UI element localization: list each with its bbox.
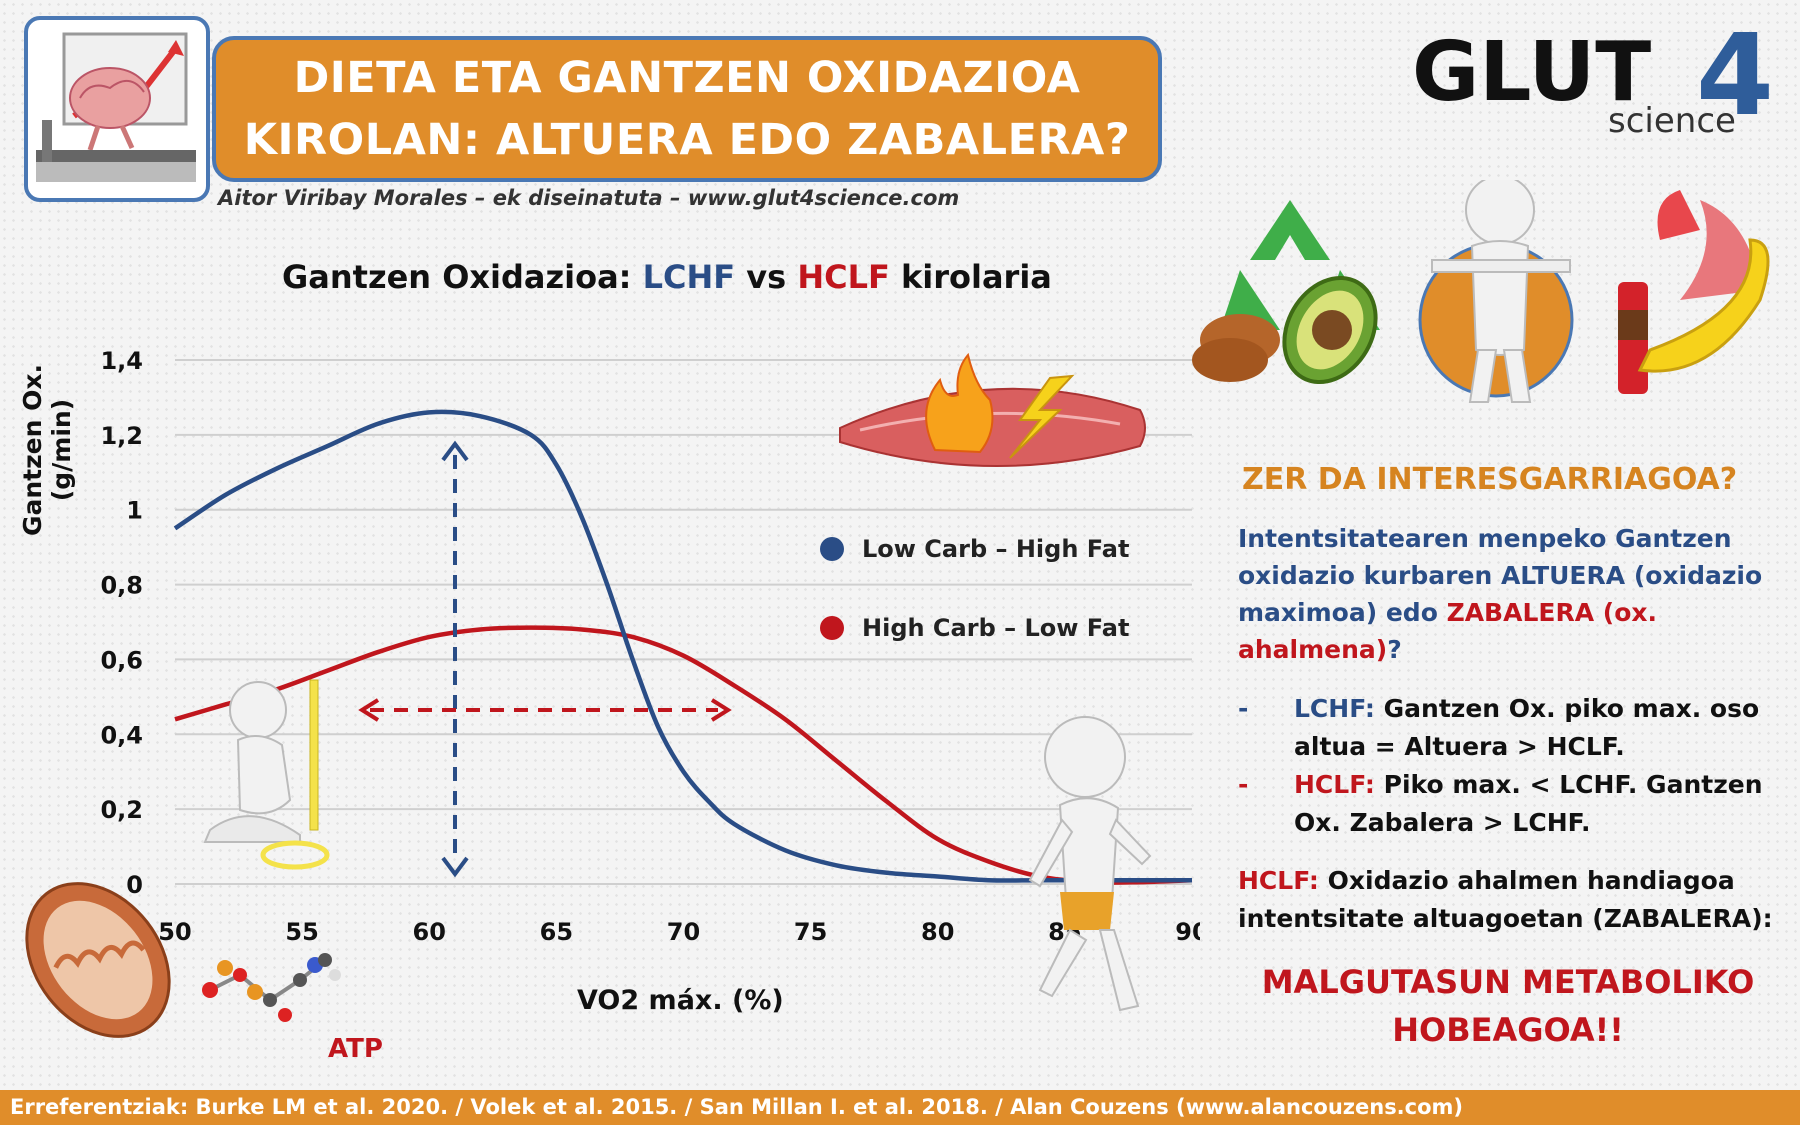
bullet-hclf-body: Piko max. < LCHF. Gantzen Ox. Zabalera >… <box>1294 770 1763 837</box>
bullet-lchf: - LCHF: Gantzen Ox. piko max. oso altua … <box>1238 690 1794 766</box>
height-arrow-head-up <box>441 440 469 462</box>
sports-drink-banana-icon <box>1618 190 1770 394</box>
header-illustration <box>24 16 210 202</box>
right-question-heading: ZER DA INTERESGARRIAGOA? <box>1242 462 1738 497</box>
y-tick-label: 0,6 <box>100 646 143 674</box>
fat-oxidation-chart: 00,20,40,60,811,21,4505560657075808590 <box>25 347 1200 1038</box>
conclusion-line-1: MALGUTASUN METABOLIKO <box>1261 963 1755 1001</box>
bullet-dash-hclf: - <box>1238 770 1249 799</box>
title-line-2: KIROLAN: ALTUERA EDO ZABALERA? <box>243 115 1131 165</box>
body-blue-1: Intentsitatearen menpeko Gantzen oxidazi… <box>1238 524 1763 627</box>
y-tick-label: 0 <box>126 871 143 899</box>
hclf-note: HCLF: Oxidazio ahalmen handiagoa intents… <box>1238 862 1794 938</box>
atp-label: ATP <box>328 1034 383 1064</box>
y-tick-label: 1 <box>126 497 143 525</box>
chart-title-lchf: LCHF <box>642 258 736 296</box>
glut4science-logo: GLUT 4 science <box>1408 11 1788 142</box>
atp-molecule-icon <box>202 953 341 1022</box>
y-tick-label: 1,2 <box>100 422 143 450</box>
title-banner: DIETA ETA GANTZEN OXIDAZIOA KIROLAN: ALT… <box>212 36 1162 182</box>
conclusion: MALGUTASUN METABOLIKO HOBEAGOA!! <box>1238 958 1778 1054</box>
logo-number: 4 <box>1696 22 1774 141</box>
height-arrow-head-down <box>441 856 469 878</box>
body-blue-2: ? <box>1387 635 1402 664</box>
x-tick-label: 70 <box>667 918 700 946</box>
measuring-figure-icon <box>203 679 330 870</box>
bullet-lchf-body: Gantzen Ox. piko max. oso altua = Altuer… <box>1294 694 1760 761</box>
legend-hclf-label: High Carb – Low Fat <box>862 614 1130 642</box>
right-illustrations <box>1192 180 1770 403</box>
bullet-lchf-label: LCHF: <box>1294 694 1375 723</box>
title-line-1: DIETA ETA GANTZEN OXIDAZIOA <box>293 53 1081 103</box>
bullet-hclf-label: HCLF: <box>1294 770 1375 799</box>
runner-figure-icon <box>1028 716 1152 1012</box>
logo-subtext: science <box>1608 101 1736 141</box>
chart-title: Gantzen Oxidazioa: LCHF vs HCLF kirolari… <box>282 258 1052 296</box>
x-axis-label: VO2 máx. (%) <box>577 985 784 1016</box>
chart-title-hclf: HCLF <box>797 258 890 296</box>
comparison-bullets: - LCHF: Gantzen Ox. piko max. oso altua … <box>1238 690 1794 842</box>
legend-lchf-label: Low Carb – High Fat <box>862 535 1130 563</box>
x-tick-label: 65 <box>540 918 573 946</box>
bullet-hclf-text: HCLF: Piko max. < LCHF. Gantzen Ox. Zaba… <box>1294 766 1794 842</box>
series-line-hclf <box>174 625 1193 885</box>
chart-title-vs: vs <box>735 258 798 296</box>
right-question-body: Intentsitatearen menpeko Gantzen oxidazi… <box>1238 520 1788 668</box>
chart-title-suffix: kirolaria <box>889 258 1052 296</box>
y-tick-label: 0,4 <box>100 721 143 749</box>
hclf-note-label: HCLF: <box>1238 866 1319 895</box>
references-footer: Erreferentziak: Burke LM et al. 2020. / … <box>0 1090 1800 1125</box>
width-arrow-head-right <box>710 698 732 722</box>
series-line-lchf <box>173 409 1192 883</box>
bullet-hclf: - HCLF: Piko max. < LCHF. Gantzen Ox. Za… <box>1238 766 1794 842</box>
legend-lchf-marker <box>820 537 844 561</box>
x-tick-label: 75 <box>794 918 827 946</box>
bullet-dash-lchf: - <box>1238 694 1249 723</box>
mitochondria-icon <box>25 882 171 1038</box>
y-tick-label: 1,4 <box>100 347 143 375</box>
x-tick-label: 55 <box>285 918 318 946</box>
x-tick-label: 60 <box>413 918 446 946</box>
logo-main-text: GLUT <box>1412 25 1651 120</box>
arrows-layer <box>358 440 732 878</box>
width-arrow-head-left <box>358 698 380 722</box>
x-tick-label: 80 <box>921 918 954 946</box>
byline: Aitor Viribay Morales – ek diseinatuta –… <box>218 186 960 210</box>
bullet-lchf-text: LCHF: Gantzen Ox. piko max. oso altua = … <box>1294 690 1794 766</box>
series-layer <box>173 409 1193 885</box>
y-axis-label: Gantzen Ox. (g/min) <box>18 363 76 537</box>
legend-item-lchf: Low Carb – High Fat <box>820 535 1129 563</box>
body-red: ZABALERA (ox. ahalmena) <box>1238 598 1657 664</box>
treadmill-brain-icon <box>36 32 196 182</box>
muscle-fire-icon <box>839 352 1146 467</box>
y-tick-label: 0,2 <box>100 796 143 824</box>
recycle-nuts-avocado-icon <box>1192 200 1380 385</box>
conclusion-line-2: HOBEAGOA!! <box>1392 1011 1624 1049</box>
legend-hclf-marker <box>820 616 844 640</box>
y-tick-label: 0,8 <box>100 572 143 600</box>
chart-title-prefix: Gantzen Oxidazioa: <box>282 258 643 296</box>
legend-item-hclf: High Carb – Low Fat <box>820 614 1129 642</box>
figure-orange-circle-icon <box>1418 180 1574 403</box>
x-tick-label: 90 <box>1175 918 1200 946</box>
x-tick-label: 50 <box>158 918 191 946</box>
hclf-note-text: Oxidazio ahalmen handiagoa intentsitate … <box>1238 866 1773 933</box>
